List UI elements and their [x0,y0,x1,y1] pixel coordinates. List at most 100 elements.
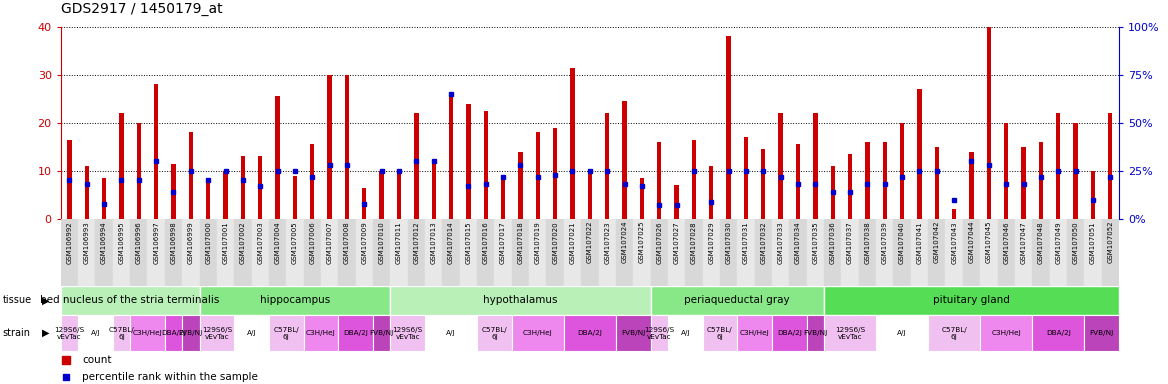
Text: GSM107048: GSM107048 [1038,221,1044,263]
Bar [113,315,130,351]
Bar [217,219,235,286]
Text: C57BL/
6J: C57BL/ 6J [481,327,507,339]
Text: A/J: A/J [446,330,456,336]
Bar [258,157,263,219]
Text: GSM106996: GSM106996 [135,221,141,264]
Bar [858,219,876,286]
Bar [564,315,616,351]
Bar [737,315,772,351]
Bar [552,127,557,219]
Text: GSM107026: GSM107026 [656,221,662,263]
Bar [512,219,529,286]
Bar [339,219,355,286]
Text: GSM107000: GSM107000 [206,221,211,264]
Bar [380,171,384,219]
Bar [547,219,564,286]
Text: GSM107021: GSM107021 [570,221,576,263]
Text: GSM107015: GSM107015 [465,221,472,263]
Text: GSM107019: GSM107019 [535,221,541,264]
Bar [1056,113,1061,219]
Bar [425,315,477,351]
Text: FVB/NJ: FVB/NJ [621,330,646,336]
Text: DBA/2J: DBA/2J [1045,330,1071,336]
Bar [582,219,598,286]
Bar [830,166,835,219]
Text: GSM107040: GSM107040 [899,221,905,263]
Bar [1101,219,1119,286]
Bar [373,219,390,286]
Bar [616,315,651,351]
Bar [373,315,390,351]
Bar [431,161,436,219]
Text: GSM107005: GSM107005 [292,221,298,263]
Text: GSM107052: GSM107052 [1107,221,1113,263]
Text: GSM107034: GSM107034 [795,221,801,263]
Bar [719,219,737,286]
Text: GSM107024: GSM107024 [621,221,627,263]
Text: GSM107016: GSM107016 [482,221,488,264]
Text: ▶: ▶ [42,295,49,306]
Bar [321,219,339,286]
Bar [876,219,894,286]
Bar [189,132,193,219]
Bar [570,68,575,219]
Bar [223,171,228,219]
Text: FVB/NJ: FVB/NJ [179,330,203,336]
Text: A/J: A/J [91,330,100,336]
Bar [390,286,651,315]
Text: 129S6/S
vEvTac: 129S6/S vEvTac [392,327,423,339]
Bar [762,149,765,219]
Bar [130,219,147,286]
Text: GSM107047: GSM107047 [1021,221,1027,263]
Bar [536,132,540,219]
Bar [674,185,679,219]
Bar [865,142,869,219]
Text: C3H/HeJ: C3H/HeJ [523,330,552,336]
Bar [929,315,980,351]
Text: GSM107022: GSM107022 [586,221,593,263]
Bar [293,176,297,219]
Bar [1033,315,1084,351]
Text: GSM107050: GSM107050 [1072,221,1078,263]
Text: GSM106992: GSM106992 [67,221,72,263]
Text: GSM107041: GSM107041 [917,221,923,263]
Text: pituitary gland: pituitary gland [933,295,1010,306]
Bar [172,164,175,219]
Bar [744,137,749,219]
Bar [1084,219,1101,286]
Bar [251,219,269,286]
Bar [154,84,159,219]
Text: GSM107013: GSM107013 [431,221,437,264]
Bar [969,152,974,219]
Bar [102,178,106,219]
Text: ▶: ▶ [42,328,49,338]
Bar [1084,315,1119,351]
Text: GSM107043: GSM107043 [951,221,957,263]
Text: FVB/NJ: FVB/NJ [369,330,394,336]
Bar [362,188,367,219]
Bar [443,219,460,286]
Bar [795,144,800,219]
Bar [813,113,818,219]
Text: C57BL/
6J: C57BL/ 6J [941,327,967,339]
Text: 129S6/S
vEvTac: 129S6/S vEvTac [54,327,84,339]
Bar [668,219,686,286]
Bar [1015,219,1033,286]
Bar [147,219,165,286]
Text: GSM107025: GSM107025 [639,221,645,263]
Text: GSM107018: GSM107018 [517,221,523,264]
Bar [390,315,425,351]
Text: GSM107004: GSM107004 [274,221,280,263]
Bar [658,142,661,219]
Bar [929,219,945,286]
Bar [1066,219,1084,286]
Text: GSM107035: GSM107035 [813,221,819,263]
Bar [1038,142,1043,219]
Text: GSM107036: GSM107036 [829,221,836,264]
Bar [917,89,922,219]
Bar [304,315,339,351]
Bar [165,315,182,351]
Bar [390,219,408,286]
Text: GSM107030: GSM107030 [725,221,731,264]
Text: GSM107003: GSM107003 [257,221,263,264]
